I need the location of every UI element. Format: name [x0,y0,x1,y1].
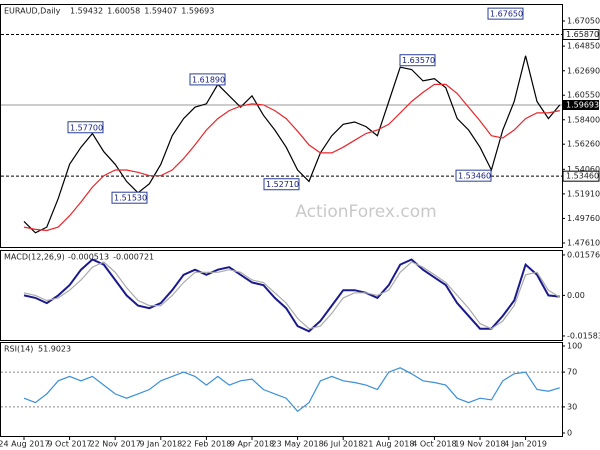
y-tick-label: 100 [567,342,582,351]
macd-panel [0,250,563,341]
y-tick-label: 1.51910 [567,189,600,198]
last-price-label: 1.59693 [566,100,599,109]
annotation-box [455,169,492,182]
x-tick-label: 22 Feb 2018 [182,440,232,449]
x-tick-label: 4 Oct 2018 [412,440,456,449]
annotation-box [263,178,300,191]
x-tick-label: 21 Aug 2018 [363,440,414,449]
annotation-label: 1.67650 [490,10,523,19]
readout: -0.000721 [113,253,154,262]
annotation-label: 1.52710 [266,180,299,189]
x-tick-label: 6 Jul 2018 [323,440,363,449]
readout: 1.59432 [70,7,103,16]
panel-title: MACD(12,26,9) [4,253,65,262]
y-tick-label: 1.67050 [567,16,600,25]
annotation-label: 1.61890 [192,75,225,84]
x-tick-label: 22 Nov 2017 [90,440,141,449]
y-tick-label: 30 [567,402,577,411]
level-label: 1.65870 [566,30,599,39]
annotation-label: 1.53460 [458,172,491,181]
y-tick-label: 0.00 [567,291,585,300]
watermark: ActionForex.com [295,202,436,222]
y-tick-label: 70 [567,368,577,377]
panel-title: RSI(14) [4,345,33,354]
y-tick-label: 1.56260 [567,140,600,149]
x-tick-label: 24 Aug 2017 [0,440,50,449]
y-tick-label: 0.015762 [567,250,600,259]
y-tick-label: 1.62690 [567,66,600,75]
x-tick-label: 9 Jan 2018 [139,440,182,449]
annotation-label: 1.57700 [70,123,103,132]
readout: 1.59693 [181,7,214,16]
series-line [23,261,561,330]
y-tick-label: 1.47610 [567,238,600,247]
annotation-box [189,73,226,86]
y-tick-label: 1.64850 [567,42,600,51]
y-tick-label: -0.015834 [567,331,600,340]
x-tick-label: 9 Oct 2017 [47,440,91,449]
x-tick-label: 4 Jan 2019 [504,440,547,449]
y-tick-label: 1.58400 [567,115,600,124]
y-tick-label: 1.54060 [567,165,600,174]
x-tick-label: 19 Nov 2018 [454,440,505,449]
annotation-label: 1.63570 [402,56,435,65]
level-box [562,28,600,40]
y-tick-label: 0 [567,429,572,438]
x-tick-label: 9 Apr 2018 [230,440,274,449]
x-tick-label: 23 May 2018 [272,440,324,449]
series-line [23,367,560,413]
last-price-box [563,99,599,110]
annotation-box [399,54,436,67]
series-line [23,258,560,333]
y-tick-label: 1.60550 [567,91,600,100]
annotation-box [67,121,104,134]
readout: 51.9023 [38,345,71,354]
annotation-label: 1.51530 [114,194,147,203]
chart-title: EURAUD,Daily [4,7,61,16]
level-box [562,170,600,182]
series-line [23,55,561,234]
rsi-panel [0,342,563,437]
annotation-box [487,7,524,20]
annotation-box [111,191,148,204]
series-line [23,83,560,232]
readout: 1.60058 [107,7,140,16]
readout: 1.59407 [144,7,177,16]
y-tick-label: 1.49760 [567,214,600,223]
level-label: 1.53460 [566,172,599,181]
readout: -0.000513 [68,253,109,262]
